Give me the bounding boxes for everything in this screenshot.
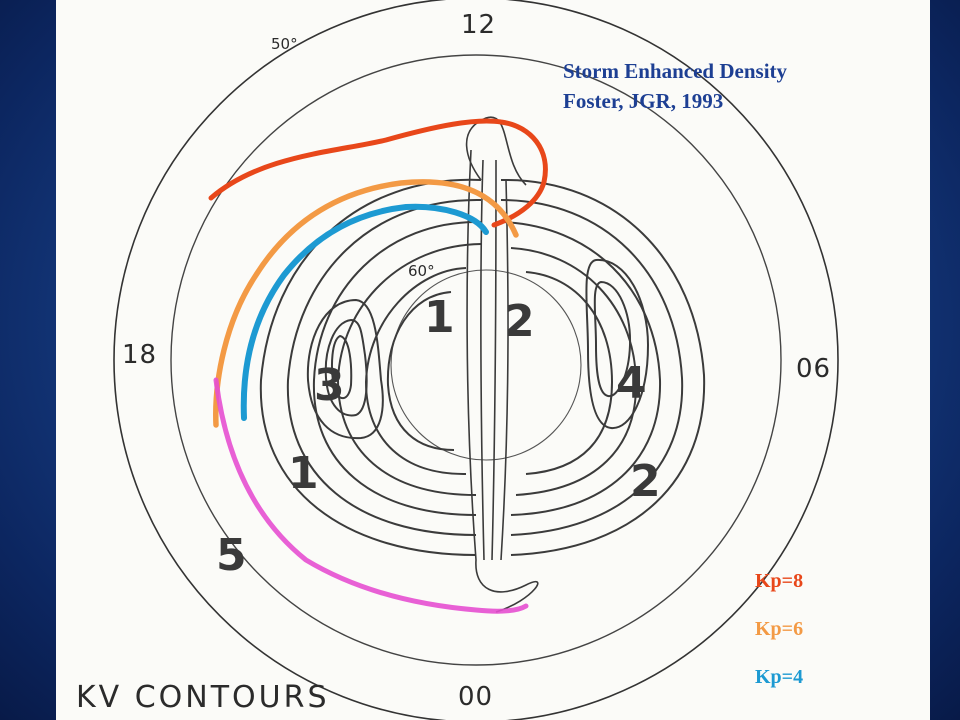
kp4-boundary (240, 203, 489, 421)
figure-caption: Storm Enhanced Density Foster, JGR, 1993 (563, 56, 787, 116)
kp6-boundary (213, 179, 519, 428)
dawn-convection-cell (500, 178, 706, 556)
contour-value-label: 1 (288, 448, 319, 499)
mlt-label-midnight: 00 (458, 682, 494, 712)
latitude-label-outer: 50° (271, 35, 298, 53)
contour-value-label: 5 (216, 530, 247, 581)
polar-diagram (113, 0, 839, 720)
contour-value-label: 1 (424, 292, 455, 343)
legend-item-kp8: Kp=8 (755, 570, 804, 592)
mlt-label-dawn: 06 (796, 354, 832, 384)
dusk-convection-cell (259, 178, 482, 556)
figure-panel: 12 18 06 00 50° 60° 1 2 3 4 1 2 5 KV CON… (56, 0, 930, 720)
trough-boundary (213, 377, 529, 614)
legend-item-kp6: Kp=6 (755, 618, 804, 640)
contour-value-label: 3 (314, 360, 345, 411)
kp-legend: Kp=8 Kp=6 Kp=4 (755, 566, 803, 710)
mlt-label-noon: 12 (461, 10, 497, 40)
contour-value-label: 2 (630, 456, 661, 507)
latitude-label-inner: 60° (408, 262, 435, 280)
caption-citation: Foster, JGR, 1993 (563, 89, 724, 113)
contour-value-label: 2 (504, 296, 535, 347)
plot-title: KV CONTOURS (76, 680, 330, 715)
legend-item-kp4: Kp=4 (755, 666, 804, 688)
kp8-boundary (208, 118, 548, 228)
polar-cap-circle (390, 269, 582, 461)
caption-title: Storm Enhanced Density (563, 59, 788, 83)
mlt-label-dusk: 18 (122, 340, 158, 370)
contour-value-label: 4 (616, 358, 647, 409)
boundary-circle (170, 54, 782, 666)
outer-latitude-circle (113, 0, 839, 720)
